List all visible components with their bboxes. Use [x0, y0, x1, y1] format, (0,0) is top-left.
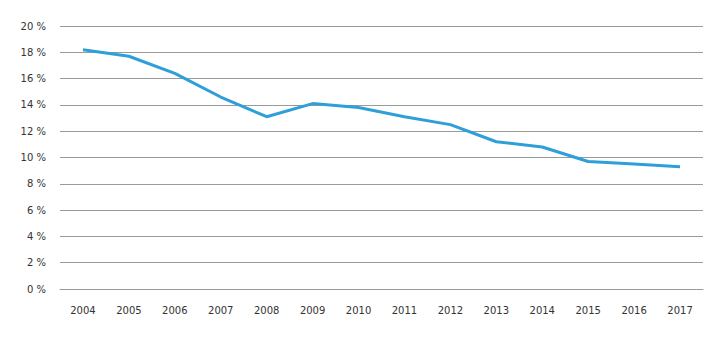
- svg-text:2016: 2016: [621, 305, 646, 316]
- svg-text:2007: 2007: [208, 305, 233, 316]
- svg-text:2 %: 2 %: [27, 257, 46, 268]
- svg-text:8 %: 8 %: [27, 178, 46, 189]
- svg-text:2015: 2015: [575, 305, 600, 316]
- svg-text:2009: 2009: [300, 305, 325, 316]
- svg-text:4 %: 4 %: [27, 231, 46, 242]
- svg-text:2004: 2004: [70, 305, 95, 316]
- svg-text:2006: 2006: [162, 305, 187, 316]
- svg-text:10 %: 10 %: [21, 152, 46, 163]
- svg-text:2011: 2011: [392, 305, 417, 316]
- svg-text:16 %: 16 %: [21, 73, 46, 84]
- svg-text:2012: 2012: [438, 305, 463, 316]
- svg-text:6 %: 6 %: [27, 205, 46, 216]
- svg-text:2010: 2010: [346, 305, 371, 316]
- svg-text:0 %: 0 %: [27, 284, 46, 295]
- svg-text:2014: 2014: [530, 305, 555, 316]
- svg-text:14 %: 14 %: [21, 99, 46, 110]
- svg-text:2013: 2013: [484, 305, 509, 316]
- svg-text:2008: 2008: [254, 305, 279, 316]
- svg-text:12 %: 12 %: [21, 126, 46, 137]
- svg-text:20 %: 20 %: [21, 21, 46, 32]
- svg-text:2017: 2017: [667, 305, 692, 316]
- svg-text:18 %: 18 %: [21, 47, 46, 58]
- svg-text:2005: 2005: [116, 305, 141, 316]
